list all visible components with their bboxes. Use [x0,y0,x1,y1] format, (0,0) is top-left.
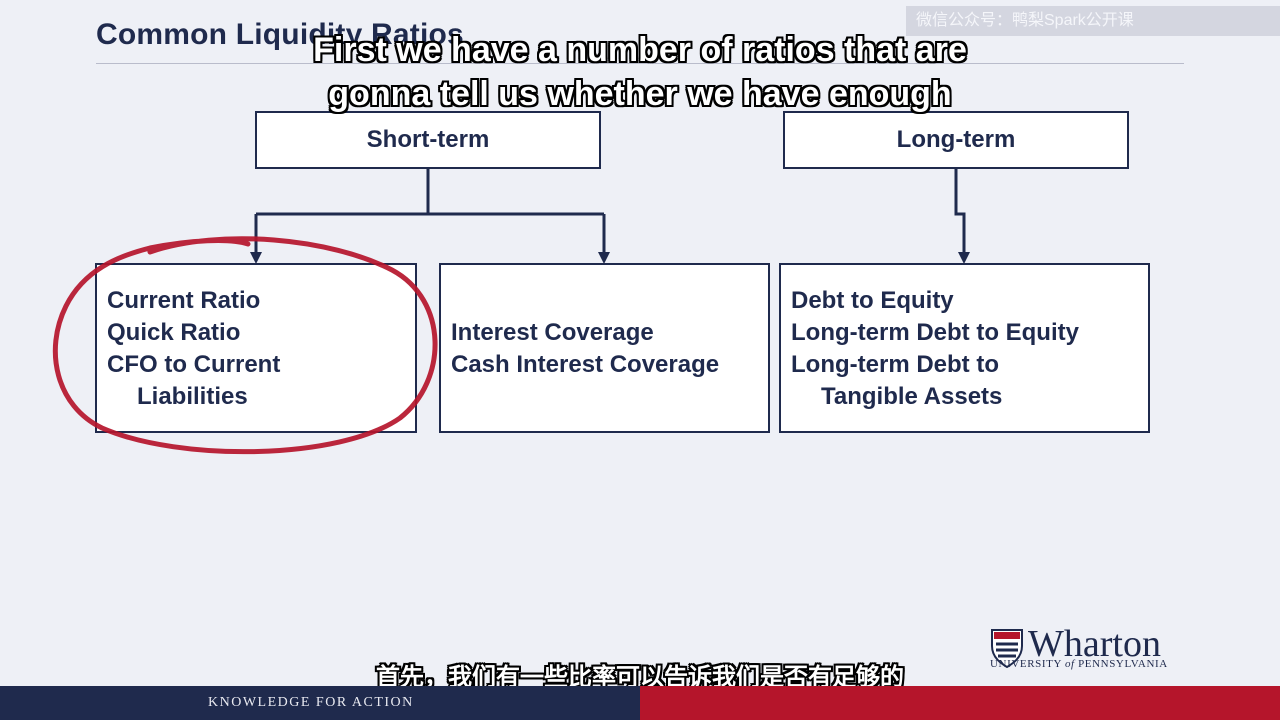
watermark: 微信公众号：鸭梨Spark公开课 [906,6,1280,36]
footer-navy-bar [0,686,640,720]
arrow-to-group-1 [250,252,262,264]
ratio-item: Interest Coverage [451,319,654,346]
arrow-to-long-term-group [958,252,970,264]
wharton-logo: Wharton UNIVERSITY of PENNSYLVANIA [988,623,1198,672]
ratio-item: Long-term Debt to [791,351,999,378]
footer-tagline: KNOWLEDGE FOR ACTION [208,695,414,710]
footer-red-bar [640,686,1280,720]
logo-wordmark: Wharton [1028,623,1161,665]
ratio-item: Debt to Equity [791,287,954,314]
arrow-to-group-2 [598,252,610,264]
ratio-item: Cash Interest Coverage [451,351,720,378]
title-divider [96,63,1184,64]
short-term-box: Short-term [255,111,601,169]
ratio-item: CFO to Current [107,351,281,378]
long-term-box: Long-term [783,111,1129,169]
ratio-item: Long-term Debt to Equity [791,319,1079,346]
logo-university-line: UNIVERSITY of PENNSYLVANIA [990,658,1168,670]
ratio-item: Current Ratio [107,287,261,314]
ratio-item: Liabilities [137,383,248,410]
slide-title: Common Liquidity Ratios [96,18,464,51]
long-term-solvency-ratios-box: Debt to Equity Long-term Debt to Equity … [779,263,1150,433]
long-term-label: Long-term [896,126,1016,153]
short-term-label: Short-term [366,126,490,153]
short-term-coverage-ratios-box: Interest Coverage Cash Interest Coverage [439,263,770,433]
ratio-item: Tangible Assets [821,383,1003,410]
short-term-liquidity-ratios-box: Current Ratio Quick Ratio CFO to Current… [95,263,417,433]
ratio-item: Quick Ratio [107,319,241,346]
shield-icon [991,629,1023,668]
subtitle-english: First we have a number of ratios that ar… [313,31,967,113]
connector-long-term [954,168,966,254]
